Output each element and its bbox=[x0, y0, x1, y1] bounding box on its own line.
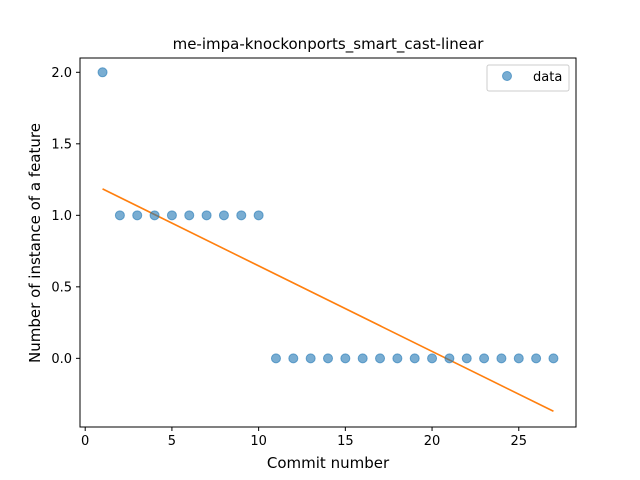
y-axis-title: Number of instance of a feature bbox=[26, 123, 44, 363]
y-tick-label: 0.5 bbox=[51, 280, 72, 295]
data-point bbox=[444, 353, 455, 364]
data-point bbox=[201, 210, 212, 221]
data-point bbox=[548, 353, 559, 364]
data-point bbox=[218, 210, 229, 221]
data-point bbox=[461, 353, 472, 364]
axes-frame bbox=[79, 57, 577, 428]
data-point bbox=[496, 353, 507, 364]
data-point bbox=[340, 353, 351, 364]
y-tick-label: 1.0 bbox=[51, 209, 72, 224]
data-point bbox=[288, 353, 299, 364]
x-tick-label: 0 bbox=[81, 434, 89, 449]
data-point bbox=[479, 353, 490, 364]
data-point bbox=[427, 353, 438, 364]
x-tick-label: 25 bbox=[510, 434, 527, 449]
data-point bbox=[149, 210, 160, 221]
data-point bbox=[184, 210, 195, 221]
data-point bbox=[375, 353, 386, 364]
data-point bbox=[114, 210, 125, 221]
y-tick-label: 0.0 bbox=[51, 352, 72, 367]
data-point bbox=[166, 210, 177, 221]
axis-ticks: 0 5 10 15 20 25 0.0 0.5 1.0 1.5 2.0 bbox=[51, 66, 527, 449]
y-tick-label: 1.5 bbox=[51, 137, 72, 152]
x-tick-label: 15 bbox=[337, 434, 354, 449]
fit-line bbox=[102, 188, 554, 412]
legend-label-data: data bbox=[533, 70, 562, 85]
data-point bbox=[531, 353, 542, 364]
x-tick-label: 5 bbox=[168, 434, 176, 449]
plot-area bbox=[97, 67, 559, 412]
chart-title: me-impa-knockonports_smart_cast-linear bbox=[173, 35, 485, 54]
data-point bbox=[392, 353, 403, 364]
y-tick-label: 2.0 bbox=[51, 66, 72, 81]
data-point bbox=[132, 210, 143, 221]
data-point bbox=[513, 353, 524, 364]
x-axis-title: Commit number bbox=[267, 454, 390, 472]
data-point bbox=[357, 353, 368, 364]
data-point bbox=[323, 353, 333, 364]
x-tick-label: 20 bbox=[424, 434, 441, 449]
data-point bbox=[270, 353, 281, 364]
data-point bbox=[409, 353, 420, 364]
legend-marker-data bbox=[502, 71, 512, 81]
data-point bbox=[253, 210, 264, 221]
x-tick-label: 10 bbox=[250, 434, 267, 449]
data-point bbox=[97, 67, 108, 78]
data-point bbox=[305, 353, 316, 364]
data-point bbox=[236, 210, 247, 221]
legend: data bbox=[486, 64, 570, 92]
